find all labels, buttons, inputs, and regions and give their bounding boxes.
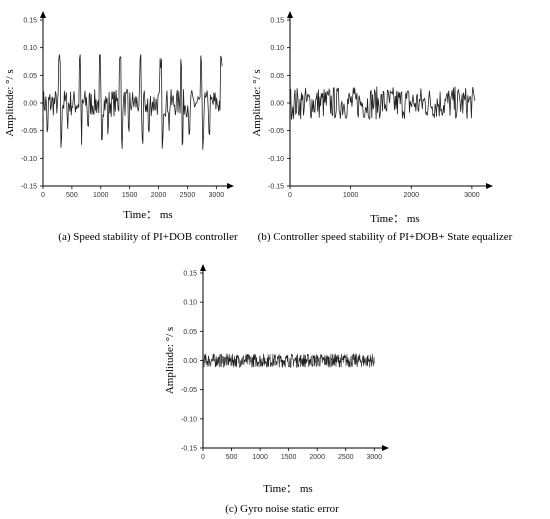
y-tick-label: -0.10 — [21, 156, 37, 163]
series-line — [202, 352, 375, 369]
x-tick-label: 3000 — [367, 454, 383, 461]
x-tick-label: 1500 — [281, 454, 297, 461]
y-tick-label: 0.05 — [270, 73, 284, 80]
y-tick-label: 0.10 — [270, 45, 284, 52]
x-tick-label: 2000 — [309, 454, 325, 461]
x-tick-label: 2000 — [403, 192, 419, 199]
x-tick-label: 3000 — [209, 192, 225, 199]
y-tick-label: 0.15 — [183, 271, 197, 278]
y-tick-label: 0.00 — [23, 101, 37, 108]
y-tick-label: 0.05 — [183, 329, 197, 336]
x-tick-label: 1000 — [343, 192, 359, 199]
x-tick-label: 0 — [41, 192, 45, 199]
x-axis-label: Time： ms — [370, 213, 419, 225]
x-tick-label: 3000 — [464, 192, 480, 199]
x-tick-label: 2000 — [151, 192, 167, 199]
chart-b: 0.15 0.10 0.05 0.00 -0.05 -0.10 -0.15 0 1000 2000… — [251, 11, 513, 243]
x-tick-label: 1000 — [252, 454, 268, 461]
y-tick-label: 0.00 — [270, 101, 284, 108]
y-tick-label: 0.15 — [23, 18, 37, 25]
x-tick-label: 2500 — [180, 192, 196, 199]
y-tick-label: 0.10 — [23, 45, 37, 52]
series-line — [42, 54, 223, 150]
chart-caption: (c) Gyro noise static error — [225, 503, 339, 515]
x-tick-label: 2500 — [338, 454, 354, 461]
chart-c: 0.15 0.10 0.05 0.00 -0.05 -0.10 -0.15 0 500 1000 1… — [164, 264, 389, 515]
y-tick-label: -0.05 — [181, 387, 197, 394]
y-tick-label: -0.15 — [181, 446, 197, 453]
x-tick-label: 1000 — [93, 192, 109, 199]
x-tick-label: 0 — [288, 192, 292, 199]
x-tick-label: 0 — [201, 454, 205, 461]
chart-caption: (a) Speed stability of PI+DOB controller — [58, 231, 238, 243]
y-tick-label: -0.05 — [268, 128, 284, 135]
y-axis-label: Amplitude: °/ s — [4, 69, 16, 136]
y-axis-arrow — [287, 11, 293, 18]
y-tick-label: -0.10 — [181, 416, 197, 423]
y-tick-label: -0.10 — [268, 156, 284, 163]
y-tick-label: 0.05 — [23, 73, 37, 80]
y-tick-label: 0.10 — [183, 300, 197, 307]
x-tick-label: 500 — [66, 192, 78, 199]
y-axis-arrow — [40, 11, 46, 18]
y-axis-label: Amplitude: °/ s — [164, 327, 176, 394]
x-tick-label: 500 — [226, 454, 238, 461]
chart-a: 0.15 0.10 0.05 0.00 -0.05 -0.10 -0.15 0 500 1000 1… — [4, 11, 238, 243]
x-axis-arrow — [227, 183, 234, 189]
chart-caption: (b) Controller speed stability of PI+DOB… — [258, 231, 513, 243]
y-tick-label: -0.15 — [268, 184, 284, 191]
x-axis-label: Time： ms — [123, 209, 172, 221]
y-tick-label: 0.15 — [270, 18, 284, 25]
series-line — [289, 86, 476, 120]
x-axis-label: Time： ms — [263, 483, 312, 495]
y-axis-arrow — [200, 264, 206, 271]
x-axis-arrow — [382, 445, 389, 451]
x-tick-label: 1500 — [122, 192, 138, 199]
y-tick-label: 0.00 — [183, 358, 197, 365]
y-tick-label: -0.05 — [21, 128, 37, 135]
y-tick-label: -0.15 — [21, 184, 37, 191]
y-axis-label: Amplitude: °/ s — [251, 69, 263, 136]
x-axis-arrow — [486, 183, 493, 189]
